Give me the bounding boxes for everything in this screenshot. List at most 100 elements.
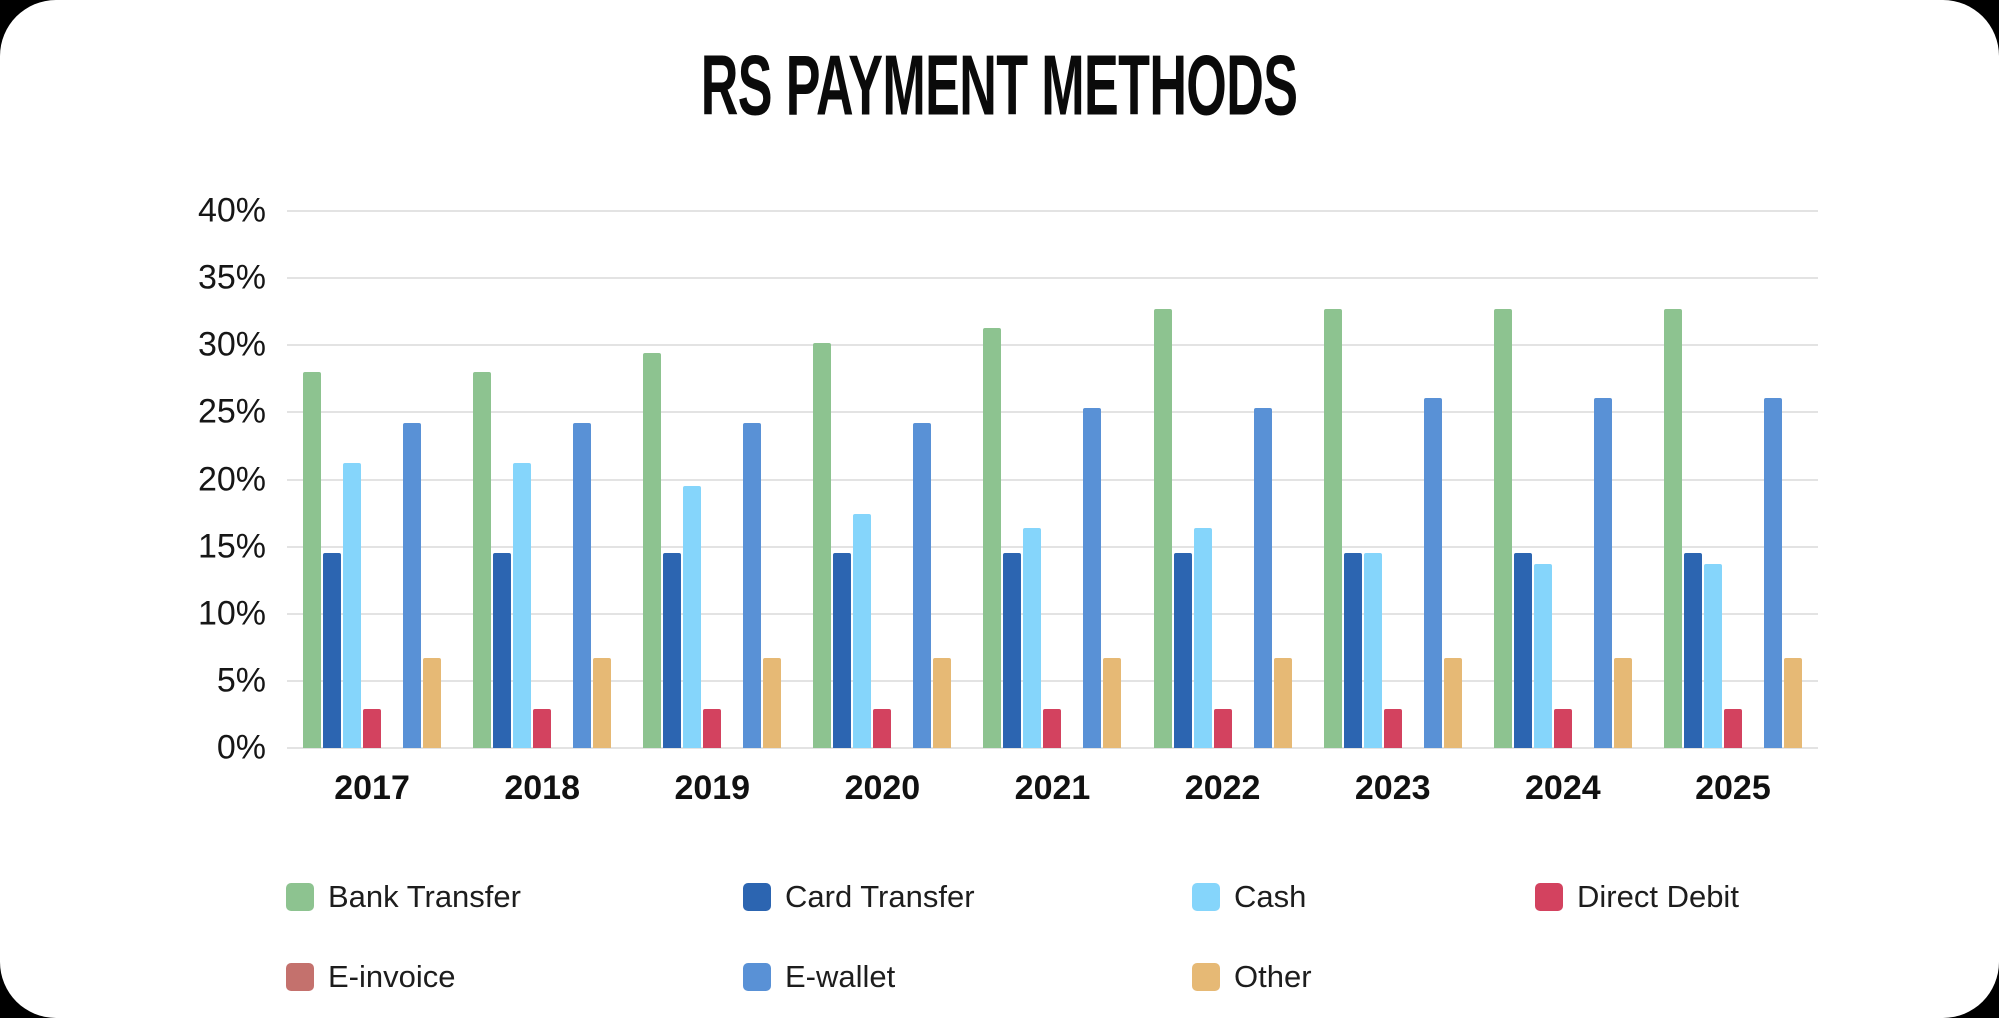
- legend-label-e-invoice: E-invoice: [328, 959, 456, 994]
- gridline-15: [287, 545, 1818, 548]
- bar-direct-debit-2023[interactable]: [1383, 709, 1402, 748]
- bar-group-2017: [287, 211, 457, 748]
- gridline-25: [287, 411, 1818, 414]
- bars-layer: [287, 211, 1818, 748]
- legend-label-card-transfer: Card Transfer: [785, 879, 975, 914]
- bar-other-2022[interactable]: [1273, 658, 1292, 748]
- bar-group-2023: [1308, 211, 1478, 748]
- plot-area: [287, 210, 1818, 749]
- bar-card-transfer-2017[interactable]: [323, 553, 342, 748]
- bar-direct-debit-2017[interactable]: [363, 709, 382, 748]
- bar-cash-2021[interactable]: [1023, 527, 1042, 748]
- bar-other-2019[interactable]: [763, 658, 782, 748]
- bar-e-wallet-2018[interactable]: [573, 423, 592, 748]
- bar-cash-2019[interactable]: [683, 486, 702, 748]
- bar-group-2020: [797, 211, 967, 748]
- bar-bank-transfer-2019[interactable]: [643, 353, 662, 748]
- bar-cash-2018[interactable]: [513, 463, 532, 748]
- bar-cash-2020[interactable]: [853, 514, 872, 748]
- y-axis-tick-label: 15%: [197, 527, 266, 566]
- legend-item-card-transfer[interactable]: Card Transfer: [743, 879, 1192, 915]
- bar-other-2021[interactable]: [1103, 658, 1122, 748]
- legend-item-e-wallet[interactable]: E-wallet: [743, 959, 1192, 995]
- bar-cash-2024[interactable]: [1533, 564, 1552, 748]
- bar-group-2018: [457, 211, 627, 748]
- bar-e-wallet-2020[interactable]: [913, 423, 932, 748]
- legend-label-cash: Cash: [1234, 879, 1307, 914]
- bar-cash-2022[interactable]: [1193, 527, 1212, 748]
- y-axis: 0% 5% 10% 15% 20% 25% 30% 35% 40%: [100, 192, 266, 767]
- bar-other-2024[interactable]: [1613, 658, 1632, 748]
- legend-item-other[interactable]: Other: [1192, 959, 1535, 995]
- legend: Bank Transfer Card Transfer Cash Direct Deb…: [286, 879, 1926, 995]
- bar-cash-2017[interactable]: [343, 463, 362, 748]
- x-axis-label-2024: 2024: [1525, 769, 1601, 807]
- bar-direct-debit-2022[interactable]: [1213, 709, 1232, 748]
- bar-e-wallet-2019[interactable]: [743, 423, 762, 748]
- bar-cash-2023[interactable]: [1363, 553, 1382, 748]
- bar-bank-transfer-2025[interactable]: [1663, 309, 1682, 748]
- legend-label-bank-transfer: Bank Transfer: [328, 879, 521, 914]
- bar-e-wallet-2025[interactable]: [1763, 397, 1782, 748]
- legend-item-cash[interactable]: Cash: [1192, 879, 1535, 915]
- bar-card-transfer-2024[interactable]: [1513, 553, 1532, 748]
- bar-other-2017[interactable]: [423, 658, 442, 748]
- bar-cash-2025[interactable]: [1703, 564, 1722, 748]
- bar-other-2020[interactable]: [933, 658, 952, 748]
- bar-card-transfer-2021[interactable]: [1003, 553, 1022, 748]
- bar-bank-transfer-2020[interactable]: [813, 342, 832, 748]
- x-axis: 2017 2018 2019 2020 2021 2022 2023 2024 2025: [287, 769, 1818, 813]
- bar-card-transfer-2018[interactable]: [493, 553, 512, 748]
- bar-group-2022: [1138, 211, 1308, 748]
- x-axis-label-2018: 2018: [504, 769, 580, 807]
- legend-item-bank-transfer[interactable]: Bank Transfer: [286, 879, 743, 915]
- bar-bank-transfer-2017[interactable]: [303, 372, 322, 748]
- gridline-5: [287, 679, 1818, 682]
- x-axis-label-2023: 2023: [1354, 769, 1431, 807]
- bar-e-wallet-2017[interactable]: [403, 423, 422, 748]
- bar-card-transfer-2022[interactable]: [1173, 553, 1192, 748]
- chart-title-text: RS PAYMENT METHODS: [701, 37, 1298, 133]
- y-axis-tick-label: 20%: [197, 460, 266, 498]
- bar-bank-transfer-2021[interactable]: [983, 327, 1002, 748]
- bar-group-2021: [967, 211, 1137, 748]
- legend-swatch-e-wallet: [743, 963, 771, 991]
- legend-swatch-other: [1192, 963, 1220, 991]
- bar-direct-debit-2019[interactable]: [703, 709, 722, 748]
- legend-swatch-card-transfer: [743, 883, 771, 911]
- bar-bank-transfer-2022[interactable]: [1153, 309, 1172, 748]
- bar-card-transfer-2023[interactable]: [1343, 553, 1362, 748]
- bar-card-transfer-2025[interactable]: [1683, 553, 1702, 748]
- bar-e-wallet-2022[interactable]: [1253, 408, 1272, 748]
- y-axis-tick-label: 10%: [197, 594, 266, 633]
- bar-e-wallet-2023[interactable]: [1423, 397, 1442, 748]
- legend-item-direct-debit[interactable]: Direct Debit: [1535, 879, 1926, 915]
- bar-direct-debit-2020[interactable]: [873, 709, 892, 748]
- x-axis-label-2022: 2022: [1184, 769, 1261, 807]
- bar-other-2025[interactable]: [1783, 658, 1802, 748]
- x-axis-label-2019: 2019: [674, 769, 751, 807]
- legend-label-e-wallet: E-wallet: [785, 959, 896, 994]
- bar-other-2023[interactable]: [1443, 658, 1462, 748]
- bar-other-2018[interactable]: [593, 658, 612, 748]
- bar-card-transfer-2019[interactable]: [663, 553, 682, 748]
- x-axis-label-2017: 2017: [334, 769, 410, 807]
- legend-label-other: Other: [1234, 959, 1312, 994]
- bar-bank-transfer-2018[interactable]: [473, 372, 492, 748]
- y-axis-tick-label: 40%: [197, 191, 266, 230]
- bar-e-wallet-2021[interactable]: [1083, 408, 1102, 748]
- y-axis-tick-label: 25%: [197, 392, 266, 431]
- gridline-30: [287, 344, 1818, 347]
- bar-card-transfer-2020[interactable]: [833, 553, 852, 748]
- legend-item-e-invoice[interactable]: E-invoice: [286, 959, 743, 995]
- bar-direct-debit-2018[interactable]: [533, 709, 552, 748]
- x-axis-label-2021: 2021: [1014, 769, 1091, 807]
- bar-bank-transfer-2023[interactable]: [1323, 309, 1342, 748]
- bar-bank-transfer-2024[interactable]: [1493, 309, 1512, 748]
- bar-direct-debit-2024[interactable]: [1553, 709, 1572, 748]
- bar-e-wallet-2024[interactable]: [1593, 397, 1612, 748]
- y-axis-tick-label: 35%: [197, 258, 266, 297]
- bar-direct-debit-2021[interactable]: [1043, 709, 1062, 748]
- bar-direct-debit-2025[interactable]: [1723, 709, 1742, 748]
